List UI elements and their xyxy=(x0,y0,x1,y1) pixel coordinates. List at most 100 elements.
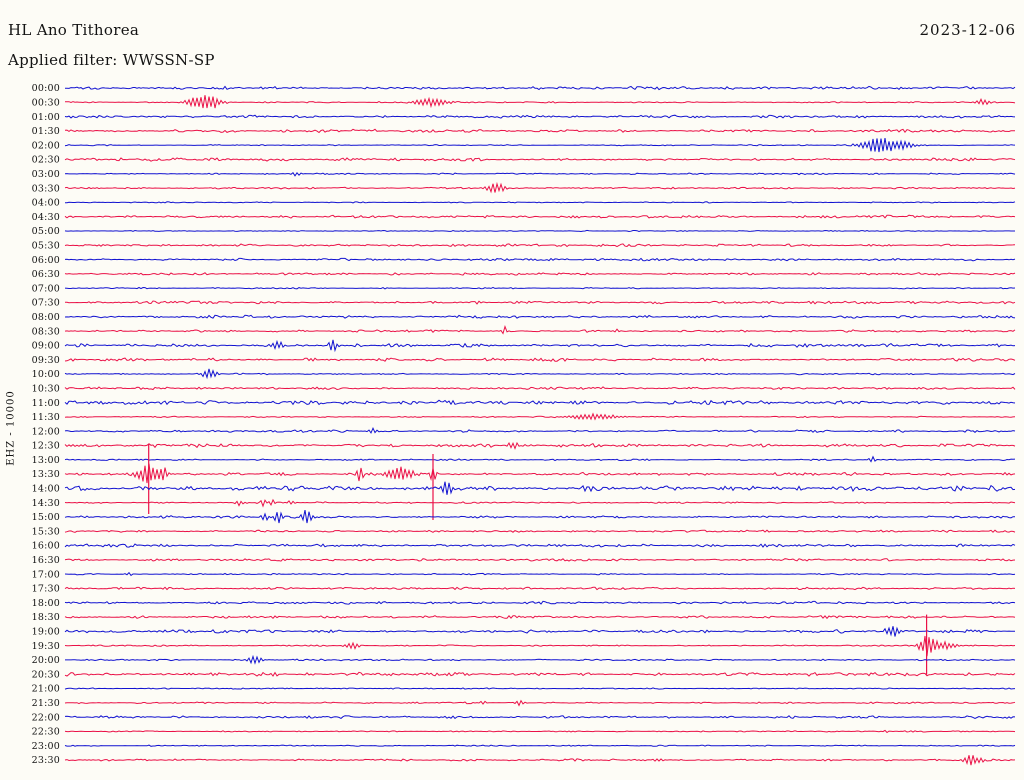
trace-row-0900 xyxy=(64,339,1016,353)
trace-row-1000 xyxy=(64,368,1016,380)
trace-row-0430 xyxy=(64,214,1016,219)
trace-row-0200 xyxy=(64,138,1016,153)
time-label-0430: 04:30 xyxy=(32,212,60,223)
time-label-1230: 12:30 xyxy=(32,441,60,452)
trace-row-0830 xyxy=(64,325,1016,335)
time-label-1030: 10:30 xyxy=(32,384,60,395)
time-label-2330: 23:30 xyxy=(32,755,60,766)
trace-row-0030 xyxy=(65,95,1016,109)
time-label-1330: 13:30 xyxy=(32,469,60,480)
time-label-2230: 22:30 xyxy=(32,727,60,738)
time-label-2130: 21:30 xyxy=(32,698,60,709)
time-label-0000: 00:00 xyxy=(32,83,60,94)
trace-row-1730 xyxy=(64,586,1016,591)
time-label-0800: 08:00 xyxy=(32,312,60,323)
time-label-2030: 20:30 xyxy=(32,669,60,680)
time-label-0130: 01:30 xyxy=(32,126,60,137)
trace-row-1900 xyxy=(64,626,1015,637)
trace-row-0100 xyxy=(64,114,1016,119)
time-label-0730: 07:30 xyxy=(32,298,60,309)
trace-row-1400 xyxy=(64,481,1016,495)
time-label-0630: 06:30 xyxy=(32,269,60,280)
trace-row-1500 xyxy=(64,510,1016,524)
time-label-1430: 14:30 xyxy=(32,498,60,509)
time-label-1130: 11:30 xyxy=(32,412,60,423)
time-label-1400: 14:00 xyxy=(32,484,60,495)
trace-row-1930 xyxy=(64,635,1016,657)
time-label-0600: 06:00 xyxy=(32,255,60,266)
trace-row-0230 xyxy=(64,157,1016,162)
time-label-0830: 08:30 xyxy=(32,326,60,337)
trace-row-0530 xyxy=(64,243,1016,248)
time-label-2000: 20:00 xyxy=(32,655,60,666)
time-label-2300: 23:00 xyxy=(32,741,60,752)
trace-row-0330 xyxy=(64,181,1016,194)
trace-row-1030 xyxy=(64,386,1016,391)
time-label-0030: 00:30 xyxy=(32,98,60,109)
trace-row-1430 xyxy=(64,498,1016,508)
trace-row-0000 xyxy=(64,85,1016,91)
time-label-1700: 17:00 xyxy=(32,569,60,580)
trace-row-0800 xyxy=(64,314,1016,319)
time-label-0900: 09:00 xyxy=(32,341,60,352)
time-label-1800: 18:00 xyxy=(32,598,60,609)
trace-row-0130 xyxy=(64,128,1016,134)
trace-row-1200 xyxy=(64,426,1016,434)
trace-row-1600 xyxy=(64,543,1016,548)
time-label-1000: 10:00 xyxy=(32,369,60,380)
trace-row-0630 xyxy=(64,272,1016,276)
time-label-0700: 07:00 xyxy=(32,283,60,294)
trace-row-0600 xyxy=(64,257,1016,262)
time-label-0400: 04:00 xyxy=(32,198,60,209)
trace-row-1800 xyxy=(64,600,1016,605)
station-title: HL Ano Tithorea xyxy=(8,21,140,39)
trace-row-2030 xyxy=(64,671,1016,677)
applied-filter-label: Applied filter: WWSSN-SP xyxy=(8,51,215,69)
time-label-1900: 19:00 xyxy=(32,627,60,638)
trace-row-0930 xyxy=(64,357,1016,362)
time-label-1600: 16:00 xyxy=(32,541,60,552)
time-label-0100: 01:00 xyxy=(32,112,60,123)
trace-row-0500 xyxy=(64,229,1015,233)
time-label-0200: 02:00 xyxy=(32,140,60,151)
trace-row-2130 xyxy=(64,699,1016,707)
time-label-0500: 05:00 xyxy=(32,226,60,237)
time-label-1830: 18:30 xyxy=(32,612,60,623)
time-label-1100: 11:00 xyxy=(32,398,60,409)
time-label-1730: 17:30 xyxy=(32,584,60,595)
time-label-1500: 15:00 xyxy=(32,512,60,523)
date-label: 2023-12-06 xyxy=(919,21,1016,39)
time-label-0230: 02:30 xyxy=(32,155,60,166)
trace-row-0400 xyxy=(65,201,1016,204)
time-label-0930: 09:30 xyxy=(32,355,60,366)
trace-row-1630 xyxy=(64,558,1016,562)
trace-row-1100 xyxy=(64,399,1016,406)
time-label-2200: 22:00 xyxy=(32,712,60,723)
trace-row-2100 xyxy=(64,687,1016,690)
time-label-1530: 15:30 xyxy=(32,526,60,537)
trace-row-2300 xyxy=(64,744,1016,747)
time-label-1930: 19:30 xyxy=(32,641,60,652)
time-label-0330: 03:30 xyxy=(32,183,60,194)
trace-row-1230 xyxy=(64,441,1016,450)
trace-row-0300 xyxy=(64,171,1016,177)
trace-row-1330 xyxy=(64,463,1016,484)
time-label-0530: 05:30 xyxy=(32,241,60,252)
trace-row-1130 xyxy=(64,412,1016,421)
trace-row-1830 xyxy=(64,615,1016,620)
time-label-0300: 03:00 xyxy=(32,169,60,180)
time-label-1200: 12:00 xyxy=(32,426,60,437)
trace-row-0730 xyxy=(65,300,1016,305)
trace-row-1700 xyxy=(64,571,1016,577)
trace-row-1300 xyxy=(64,455,1016,463)
trace-row-2200 xyxy=(64,715,1016,720)
trace-row-2330 xyxy=(64,755,1016,766)
trace-row-2230 xyxy=(64,729,1016,734)
time-label-1300: 13:00 xyxy=(32,455,60,466)
trace-row-2000 xyxy=(65,654,1016,665)
time-label-1630: 16:30 xyxy=(32,555,60,566)
trace-row-1530 xyxy=(64,529,1016,533)
time-label-2100: 21:00 xyxy=(32,684,60,695)
